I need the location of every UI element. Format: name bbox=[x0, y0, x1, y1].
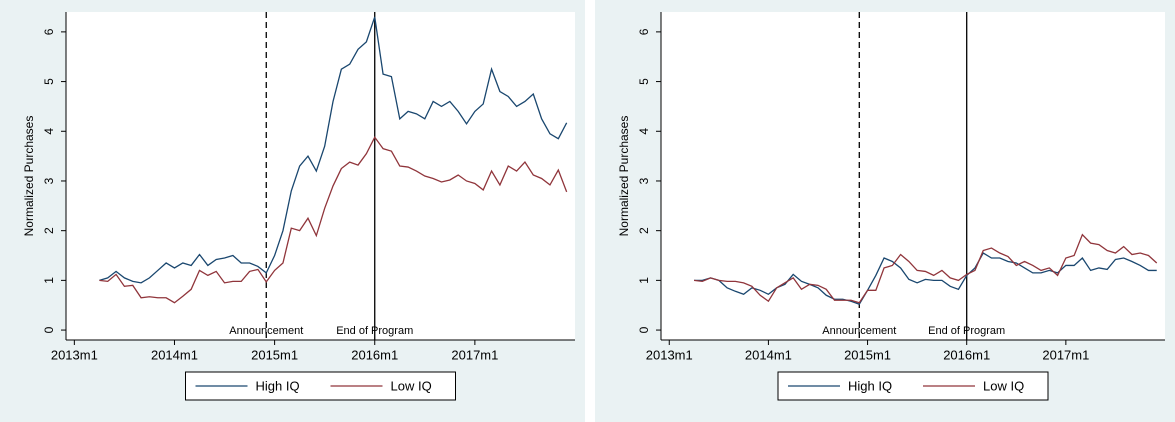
y-tick-label: 4 bbox=[42, 128, 56, 135]
legend-label: High IQ bbox=[848, 378, 892, 393]
y-tick-label: 1 bbox=[637, 277, 651, 284]
x-tick-label: 2017m1 bbox=[1042, 347, 1089, 362]
chart-panel: 0 1 2 3 4 5 6 2013m1 2014m1 2015m1 2016m1 2017m1 Nor… bbox=[595, 0, 1175, 422]
x-tick-label: 2013m1 bbox=[51, 347, 98, 362]
x-tick-label: 2016m1 bbox=[351, 347, 398, 362]
event-label: Announcement bbox=[822, 325, 896, 337]
data-line bbox=[694, 252, 1157, 306]
event-label: End of Program bbox=[336, 325, 413, 337]
y-tick-label: 3 bbox=[42, 177, 56, 184]
event-label: Announcement bbox=[229, 325, 303, 337]
data-line bbox=[99, 135, 568, 304]
x-tick-label: 2017m1 bbox=[451, 347, 498, 362]
y-tick-label: 0 bbox=[42, 326, 56, 333]
y-axis-title: Normalized Purchases bbox=[22, 116, 36, 237]
x-tick-label: 2015m1 bbox=[251, 347, 298, 362]
y-tick-label: 6 bbox=[637, 28, 651, 35]
x-tick-label: 2014m1 bbox=[151, 347, 198, 362]
x-tick-label: 2015m1 bbox=[844, 347, 891, 362]
y-tick-label: 2 bbox=[637, 227, 651, 234]
y-tick-label: 3 bbox=[637, 177, 651, 184]
legend-label: Low IQ bbox=[391, 378, 432, 393]
x-tick-label: 2013m1 bbox=[646, 347, 693, 362]
legend-box bbox=[777, 371, 1049, 401]
plot-area bbox=[661, 12, 1165, 340]
chart-panel: 0 1 2 3 4 5 6 2013m1 2014m1 2015m1 2016m1 2017m1 Nor… bbox=[0, 0, 585, 422]
y-tick-label: 4 bbox=[637, 128, 651, 135]
legend-label: Low IQ bbox=[983, 378, 1024, 393]
event-label: End of Program bbox=[928, 325, 1005, 337]
y-tick-label: 5 bbox=[637, 78, 651, 85]
y-tick-label: 5 bbox=[42, 78, 56, 85]
x-tick-label: 2016m1 bbox=[943, 347, 990, 362]
y-tick-label: 0 bbox=[637, 326, 651, 333]
legend-label: High IQ bbox=[256, 378, 300, 393]
y-tick-label: 1 bbox=[42, 277, 56, 284]
y-tick-label: 6 bbox=[42, 28, 56, 35]
data-line bbox=[693, 233, 1158, 304]
data-line bbox=[99, 16, 568, 284]
plot-area bbox=[66, 12, 575, 340]
x-tick-label: 2014m1 bbox=[745, 347, 792, 362]
y-tick-label: 2 bbox=[42, 227, 56, 234]
y-axis-title: Normalized Purchases bbox=[617, 116, 631, 237]
